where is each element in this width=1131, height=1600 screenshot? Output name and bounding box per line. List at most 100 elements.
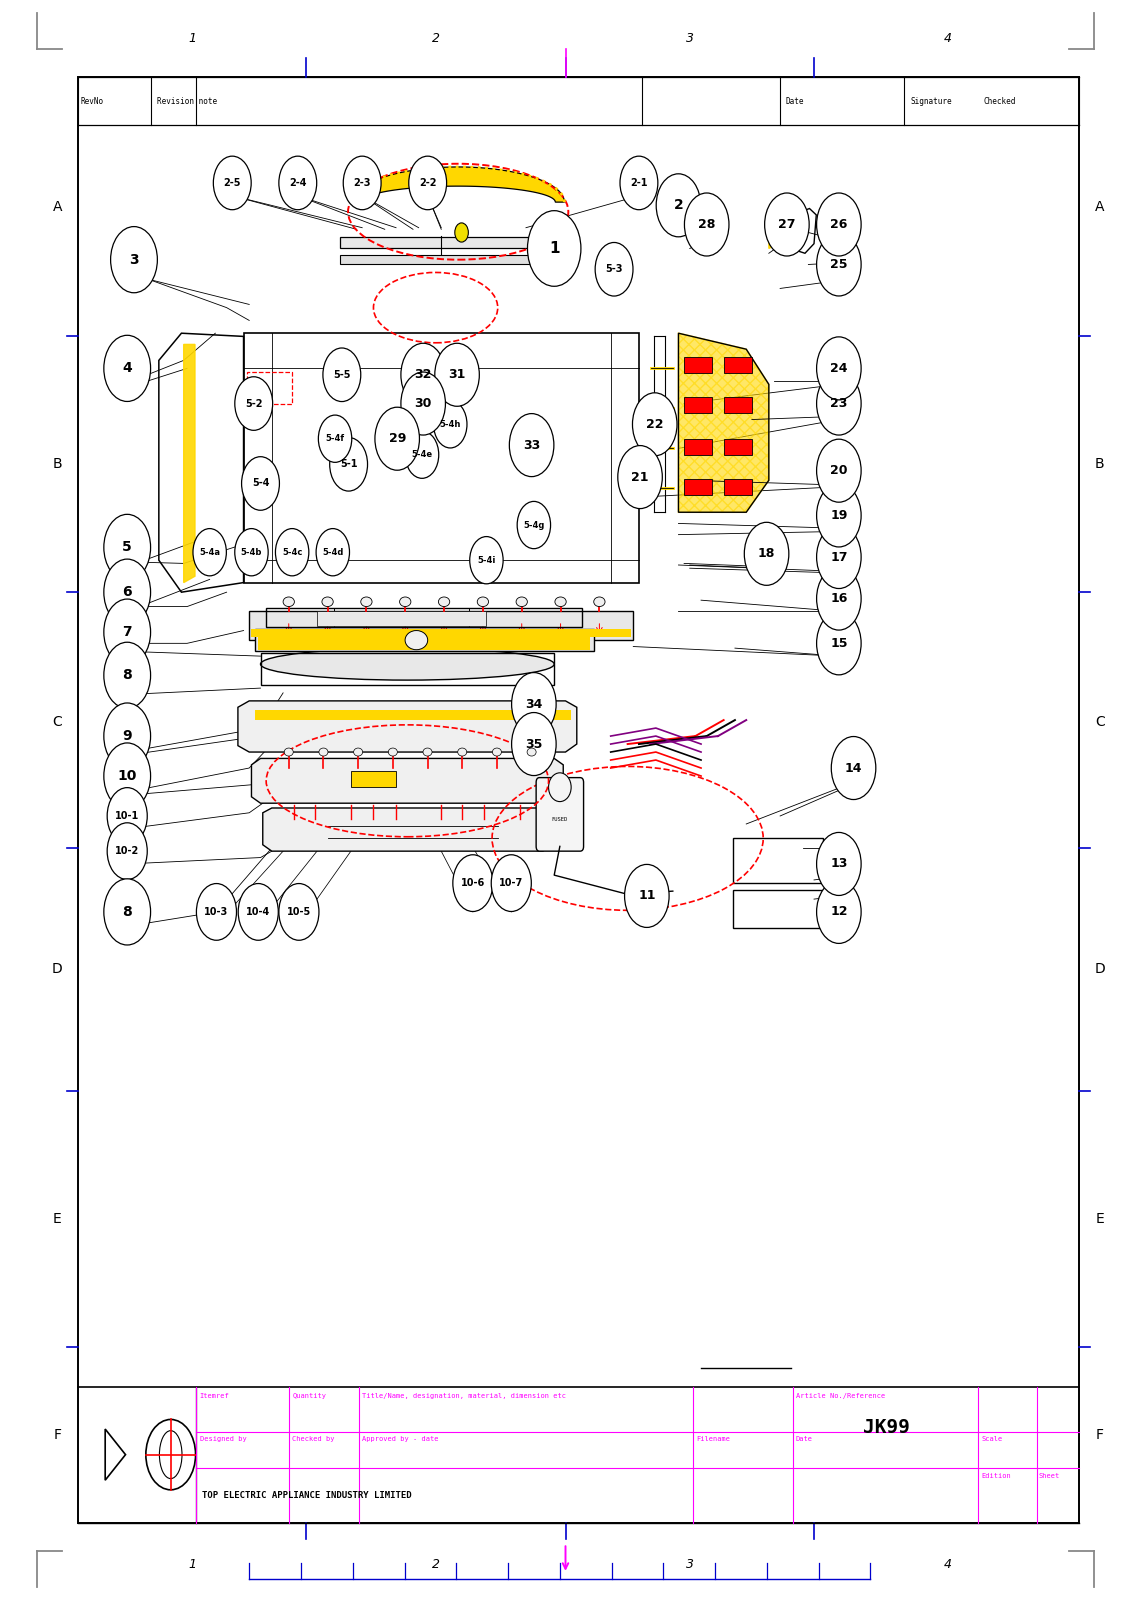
Text: 33: 33	[523, 438, 541, 451]
Text: 10-3: 10-3	[205, 907, 228, 917]
Text: 34: 34	[525, 698, 543, 710]
Text: E: E	[1096, 1211, 1104, 1226]
Polygon shape	[183, 344, 195, 582]
Ellipse shape	[322, 597, 334, 606]
Text: 8: 8	[122, 669, 132, 682]
Circle shape	[318, 414, 352, 462]
Text: D: D	[1095, 963, 1105, 976]
Circle shape	[323, 347, 361, 402]
Bar	[258, 637, 590, 650]
Polygon shape	[238, 701, 577, 752]
Circle shape	[104, 742, 150, 810]
Circle shape	[107, 787, 147, 845]
Circle shape	[405, 430, 439, 478]
Circle shape	[744, 522, 788, 586]
Circle shape	[193, 528, 226, 576]
Circle shape	[107, 822, 147, 880]
Circle shape	[817, 234, 861, 296]
Circle shape	[104, 878, 150, 946]
Circle shape	[817, 525, 861, 589]
Text: 22: 22	[646, 418, 664, 430]
Text: C: C	[1095, 715, 1105, 728]
Text: 24: 24	[830, 362, 847, 374]
Circle shape	[276, 528, 309, 576]
Text: 2-3: 2-3	[353, 178, 371, 187]
Circle shape	[517, 501, 551, 549]
Circle shape	[831, 736, 875, 800]
Text: 2: 2	[432, 32, 440, 45]
Circle shape	[684, 194, 729, 256]
Circle shape	[817, 194, 861, 256]
Circle shape	[330, 437, 368, 491]
Text: 3: 3	[685, 1558, 693, 1571]
Bar	[260, 653, 554, 685]
Text: 29: 29	[389, 432, 406, 445]
Polygon shape	[352, 166, 564, 202]
Text: 23: 23	[830, 397, 847, 410]
Ellipse shape	[405, 630, 428, 650]
Circle shape	[765, 194, 809, 256]
Circle shape	[400, 344, 446, 406]
Text: Edition: Edition	[982, 1474, 1011, 1478]
Ellipse shape	[549, 773, 571, 802]
Bar	[724, 357, 752, 373]
Text: 5-4d: 5-4d	[322, 547, 344, 557]
Text: 20: 20	[830, 464, 847, 477]
Circle shape	[817, 880, 861, 944]
Text: 11: 11	[638, 890, 656, 902]
Circle shape	[104, 336, 150, 402]
Bar	[339, 237, 577, 248]
Text: 7: 7	[122, 626, 132, 638]
Circle shape	[452, 854, 493, 912]
Bar	[684, 478, 713, 494]
Ellipse shape	[423, 749, 432, 757]
Text: B: B	[1095, 458, 1105, 472]
Text: Approved by - date: Approved by - date	[362, 1437, 439, 1442]
Text: 5-4i: 5-4i	[477, 555, 495, 565]
Text: 10-5: 10-5	[287, 907, 311, 917]
Ellipse shape	[319, 749, 328, 757]
Text: 4: 4	[122, 362, 132, 376]
Circle shape	[595, 243, 633, 296]
Text: 10: 10	[118, 770, 137, 782]
Text: Filename: Filename	[697, 1437, 731, 1442]
Ellipse shape	[361, 597, 372, 606]
Text: 2-1: 2-1	[630, 178, 648, 187]
Text: 2: 2	[432, 1558, 440, 1571]
Circle shape	[111, 227, 157, 293]
Text: 3: 3	[685, 32, 693, 45]
Text: 2-5: 2-5	[224, 178, 241, 187]
Text: Designed by: Designed by	[199, 1437, 247, 1442]
Polygon shape	[262, 808, 552, 851]
Circle shape	[817, 832, 861, 896]
Text: TOP ELECTRIC APPLIANCE INDUSTRY LIMITED: TOP ELECTRIC APPLIANCE INDUSTRY LIMITED	[201, 1491, 412, 1499]
Text: 9: 9	[122, 730, 132, 742]
Text: 35: 35	[525, 738, 543, 750]
Text: 10-6: 10-6	[460, 878, 485, 888]
Ellipse shape	[439, 597, 450, 606]
Text: 2-4: 2-4	[290, 178, 307, 187]
Circle shape	[817, 566, 861, 630]
Text: C: C	[52, 715, 62, 728]
Circle shape	[511, 712, 556, 776]
Text: 16: 16	[830, 592, 847, 605]
Circle shape	[817, 483, 861, 547]
Ellipse shape	[388, 749, 397, 757]
Circle shape	[279, 157, 317, 210]
Text: 3: 3	[129, 253, 139, 267]
Text: 5-4b: 5-4b	[241, 547, 262, 557]
Circle shape	[104, 702, 150, 770]
Ellipse shape	[458, 749, 467, 757]
Text: 26: 26	[830, 218, 847, 230]
Bar	[733, 890, 823, 928]
Bar	[684, 438, 713, 454]
Text: Checked: Checked	[984, 98, 1016, 106]
Text: 1: 1	[189, 32, 197, 45]
Text: 27: 27	[778, 218, 795, 230]
Text: F: F	[1096, 1427, 1104, 1442]
Text: 5: 5	[122, 541, 132, 555]
Circle shape	[374, 408, 420, 470]
Text: FUSED: FUSED	[552, 816, 568, 822]
Circle shape	[408, 157, 447, 210]
Bar	[724, 397, 752, 413]
